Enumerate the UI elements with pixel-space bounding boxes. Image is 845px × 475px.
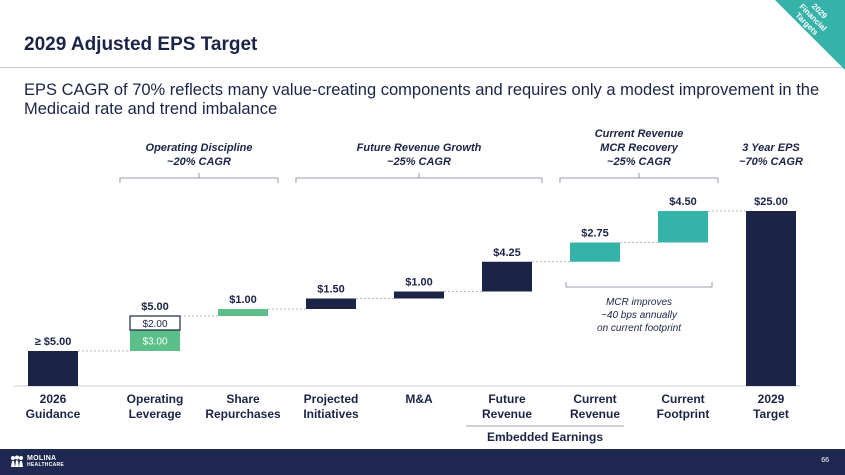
waterfall-bar-8	[570, 242, 620, 262]
category-label-4-line-2: Initiatives	[303, 407, 359, 421]
group-header-1-line-1: Operating Discipline	[146, 142, 253, 154]
category-label-6-line-2: Revenue	[482, 407, 532, 421]
bar-value-label-4: $1.00	[229, 294, 257, 306]
annotation-bracket	[565, 282, 713, 288]
group-bracket-3	[559, 173, 719, 183]
title-divider	[0, 67, 845, 68]
page-title: 2029 Adjusted EPS Target	[24, 34, 258, 55]
bottom-group-label: Embedded Earnings	[487, 430, 603, 444]
bar-value-label-9: $4.50	[669, 196, 697, 208]
page-number: 66	[821, 457, 829, 464]
group-header-4-line-1: 3 Year EPS	[742, 142, 800, 154]
footer-bar	[0, 449, 845, 475]
bar-value-label-10: $25.00	[754, 196, 788, 208]
section-corner-tag	[775, 0, 845, 70]
bar-value-label-7: $4.25	[493, 247, 521, 259]
group-header-4-line-2: ~70% CAGR	[739, 156, 803, 168]
category-label-3-line-1: Share	[226, 392, 260, 406]
waterfall-bar-1	[28, 351, 78, 386]
group-bracket-2	[295, 173, 543, 183]
category-label-1-line-2: Guidance	[26, 407, 81, 421]
category-label-2-line-1: Operating	[127, 392, 184, 406]
molina-logo-icon	[11, 455, 23, 467]
annotation-line-1: MCR improves	[606, 297, 672, 308]
category-label-6-line-1: Future	[488, 392, 526, 406]
group-header-3-line-2: MCR Recovery	[600, 142, 679, 154]
category-label-2-line-2: Leverage	[129, 407, 182, 421]
category-label-5-line-1: M&A	[405, 392, 433, 406]
category-label-7-line-1: Current	[573, 392, 616, 406]
waterfall-bar-9	[658, 211, 708, 243]
group-header-2-line-1: Future Revenue Growth	[357, 142, 482, 154]
category-label-1-line-1: 2026	[40, 392, 67, 406]
category-label-7-line-2: Revenue	[570, 407, 620, 421]
bar-inner-label-2: $3.00	[142, 337, 167, 348]
logo-text-line-1: MOLINA	[27, 455, 57, 462]
annotation-line-2: ~40 bps annually	[601, 310, 678, 321]
group-header-1-line-2: ~20% CAGR	[167, 156, 231, 168]
category-label-8-line-1: Current	[661, 392, 704, 406]
page-subtitle: EPS CAGR of 70% reflects many value-crea…	[24, 81, 820, 118]
company-logo: MOLINA HEALTHCARE	[10, 455, 64, 468]
waterfall-bar-10	[746, 211, 796, 386]
waterfall-bar-5	[306, 298, 356, 309]
category-label-9-line-2: Target	[753, 407, 789, 421]
group-bracket-1	[119, 173, 279, 183]
waterfall-bar-3	[129, 315, 181, 331]
logo-text-line-2: HEALTHCARE	[27, 462, 65, 468]
category-label-3-line-2: Repurchases	[205, 407, 281, 421]
waterfall-bar-2	[130, 330, 180, 351]
waterfall-bar-4	[218, 309, 268, 316]
annotation-line-3: on current footprint	[597, 323, 682, 334]
bar-value-label-6: $1.00	[405, 277, 433, 289]
eps-waterfall-chart: ≥ $5.00 $3.00 $2.00 $5.00 $1.00 $1.50 $1.00 $4.…	[14, 128, 803, 444]
group-header-3-line-1: Current Revenue	[595, 128, 684, 140]
bar-inner-label-3: $2.00	[142, 319, 167, 330]
waterfall-bar-7	[482, 261, 532, 292]
bar-value-label-5: $1.50	[317, 284, 345, 296]
category-label-9-line-1: 2029	[758, 392, 785, 406]
group-header-3-line-3: ~25% CAGR	[607, 156, 671, 168]
bar-value-label-8: $2.75	[581, 228, 609, 240]
group-header-2-line-2: ~25% CAGR	[387, 156, 451, 168]
category-label-8-line-2: Footprint	[657, 407, 710, 421]
waterfall-bar-6	[394, 291, 444, 299]
category-label-4-line-1: Projected	[304, 392, 359, 406]
bar-value-label-3: $5.00	[141, 301, 169, 313]
bar-value-label-1: ≥ $5.00	[35, 336, 72, 348]
